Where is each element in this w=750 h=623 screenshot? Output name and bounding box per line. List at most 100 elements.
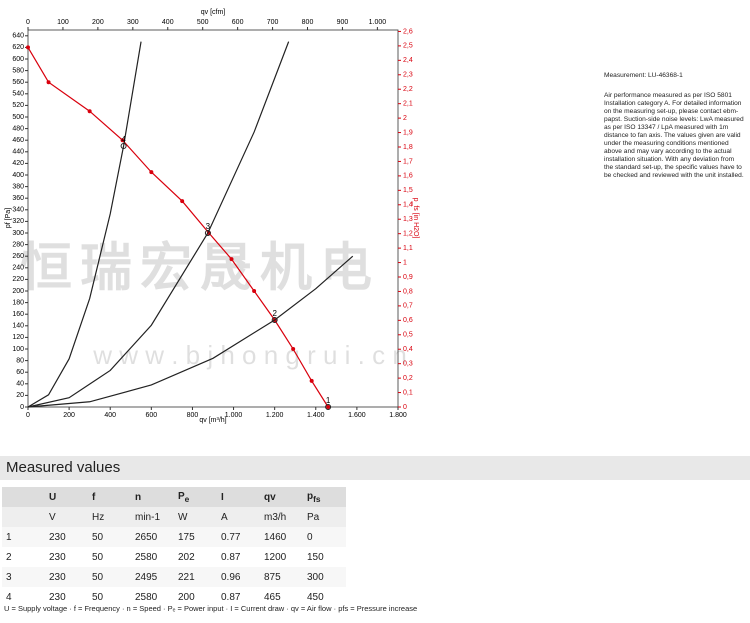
x2-tick-label: 500 [197, 19, 209, 26]
y2-tick-label: 0 [403, 404, 407, 411]
series-point [252, 289, 257, 293]
data-cell: 0.96 [217, 567, 260, 587]
operating-point [204, 230, 211, 236]
y-tick-label: 60 [16, 369, 24, 376]
series-point [120, 138, 125, 143]
data-cell: 50 [92, 551, 104, 563]
y-tick-label: 620 [12, 44, 24, 51]
operating-point-label: 3 [206, 222, 211, 231]
data-cell: 875 [260, 567, 303, 587]
y-tick-label: 140 [12, 323, 24, 330]
y-tick-label: 500 [12, 114, 24, 121]
x2-tick-label: 700 [267, 19, 279, 26]
y-tick-label: 420 [12, 160, 24, 167]
data-row: 4 230 50 2580 200 0.87 465 450 [2, 587, 346, 607]
data-cell: 175 [174, 527, 217, 547]
data-cell: 0.87 [221, 551, 241, 563]
y-tick-label: 580 [12, 67, 24, 74]
data-cell: 0.87 [221, 591, 241, 603]
x-tick-label: 1.000 [225, 412, 243, 419]
y2-tick-label: 0,4 [403, 346, 413, 353]
y-tick-label: 480 [12, 125, 24, 132]
data-cell: 2580 [135, 551, 158, 563]
y2-tick-label: 1,9 [403, 129, 413, 136]
watermark: w w w . b j h o n g r u i . c n [92, 340, 407, 370]
y-tick-label: 440 [12, 149, 24, 156]
data-row: 1 230 50 2650 175 0.77 1460 0 [2, 527, 346, 547]
y-tick-label: 540 [12, 91, 24, 98]
y2-tick-label: 1,2 [403, 231, 413, 238]
table-title: Measured values [0, 456, 750, 480]
y-tick-label: 640 [12, 33, 24, 40]
y-tick-label: 40 [16, 381, 24, 388]
y2-tick-label: 1,1 [403, 245, 413, 252]
header-text: e [184, 493, 190, 504]
y2-tick-label: 1,4 [403, 202, 413, 209]
y-tick-label: 120 [12, 334, 24, 341]
series-line [27, 255, 354, 408]
x-tick-label: 400 [104, 412, 116, 419]
y2-tick-label: 0,3 [403, 361, 413, 368]
y-tick-label: 160 [12, 311, 24, 318]
series-point [180, 199, 185, 204]
series-line [27, 41, 142, 408]
unit-cell [2, 507, 45, 527]
y-tick-label: 520 [12, 102, 24, 109]
x2-axis-label: qv [cfm] [201, 9, 226, 16]
data-cell: 300 [303, 567, 346, 587]
header-cell: n [131, 487, 174, 507]
data-cell: 0 [303, 527, 346, 547]
y2-axis-label: p_fs [in H2O] [412, 198, 419, 239]
data-cell: 465 [264, 591, 281, 603]
data-cell: 0.77 [217, 527, 260, 547]
x-tick-label: 1.600 [348, 412, 366, 419]
chart: 恒瑞宏晟机电 w w w . b j h o n g r u i . c n 0 20… [5, 9, 419, 424]
header-text: p [307, 490, 314, 502]
y2-tick-label: 0,6 [403, 317, 413, 324]
unit-cell: A [217, 507, 260, 527]
operating-point [120, 143, 127, 149]
table-note: U = Supply voltage · f = Frequency · n =… [4, 604, 418, 613]
y-tick-label: 560 [12, 79, 24, 86]
data-cell: 3 [2, 567, 45, 587]
y-tick-label: 600 [12, 56, 24, 63]
data-cell: 2495 [131, 567, 174, 587]
x-axis-label: qv [m³/h] [199, 417, 226, 424]
header-text: fs [313, 493, 321, 504]
measurement-title: Measurement: LU-46368-1 [604, 72, 683, 79]
y-tick-label: 80 [16, 357, 24, 364]
x2-tick-label: 300 [127, 19, 139, 26]
header-cell: pfs [303, 487, 346, 507]
series-point [46, 80, 51, 85]
y2-tick-label: 1,5 [403, 187, 413, 194]
y-tick-label: 400 [12, 172, 24, 179]
y-tick-label: 360 [12, 195, 24, 202]
plot-frame [27, 29, 399, 408]
header-cell: Pe [174, 487, 217, 507]
y2-tick-label: 2,5 [403, 43, 413, 50]
x2-tick-label: 600 [232, 19, 244, 26]
data-cell: 1 [2, 527, 45, 547]
y2-tick-label: 0,7 [403, 303, 413, 310]
watermark: 恒瑞宏晟机电 [20, 240, 380, 298]
unit-cell: m3/h [260, 507, 303, 527]
y-tick-label: 20 [16, 392, 24, 399]
data-cell: 202 [178, 551, 195, 563]
y2-tick-label: 1,7 [403, 158, 413, 165]
series-point [326, 405, 331, 409]
data-cell: 230 [45, 567, 88, 587]
x-tick-label: 1.400 [307, 412, 325, 419]
operating-point [271, 317, 278, 323]
y2-tick-label: 1,8 [403, 144, 413, 151]
y-axis-label: pf [Pa] [5, 208, 12, 228]
header-cell [2, 487, 45, 507]
series-point [309, 378, 314, 383]
data-cell: 1200 [264, 551, 287, 563]
unit-cell: W [174, 507, 217, 527]
x2-tick-label: 200 [92, 19, 104, 26]
unit-cell: V [45, 507, 88, 527]
series-line [27, 41, 290, 408]
data-cell: 2580 [135, 591, 158, 603]
